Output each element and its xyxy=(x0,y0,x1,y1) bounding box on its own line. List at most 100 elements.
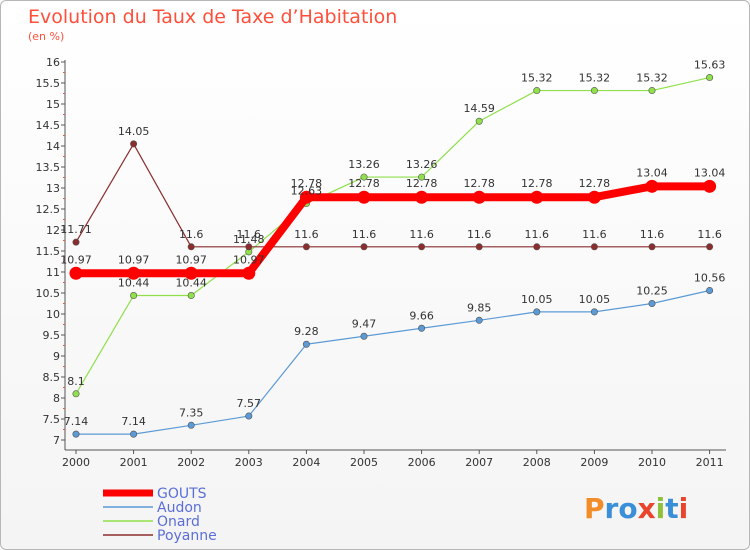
data-point-onard xyxy=(130,292,138,300)
y-tick-label: 15 xyxy=(46,98,60,111)
y-tick-label: 7.5 xyxy=(43,413,61,426)
data-point-onard xyxy=(648,87,656,95)
legend-label-poyanne: Poyanne xyxy=(157,528,217,544)
data-label-poyanne: 11.6 xyxy=(409,228,434,241)
data-label-onard: 13.26 xyxy=(348,158,380,171)
x-tick-label: 2004 xyxy=(292,456,320,469)
data-point-audon xyxy=(245,412,253,420)
x-tick-label: 2011 xyxy=(696,456,724,469)
data-point-poyanne xyxy=(533,243,541,251)
data-point-audon xyxy=(360,332,368,340)
data-point-audon xyxy=(187,421,195,429)
data-label-gouts: 10.97 xyxy=(118,253,150,266)
y-tick-label: 15.5 xyxy=(36,77,61,90)
data-point-gouts xyxy=(357,190,371,204)
data-point-gouts xyxy=(69,266,83,280)
y-tick-label: 16 xyxy=(46,56,60,69)
data-label-gouts: 12.78 xyxy=(521,177,553,190)
x-tick-label: 2010 xyxy=(638,456,666,469)
data-point-poyanne xyxy=(418,243,426,251)
data-label-poyanne: 11.6 xyxy=(640,228,665,241)
data-point-poyanne xyxy=(648,243,656,251)
data-label-poyanne: 11.6 xyxy=(467,228,492,241)
data-label-audon: 10.05 xyxy=(579,293,611,306)
legend-label-onard: Onard xyxy=(157,514,200,530)
data-label-poyanne: 11.6 xyxy=(294,228,319,241)
data-point-poyanne xyxy=(130,140,138,148)
data-label-onard: 8.1 xyxy=(67,375,85,388)
data-point-audon xyxy=(302,340,310,348)
legend-label-audon: Audon xyxy=(157,500,202,516)
data-point-audon xyxy=(418,324,426,332)
y-tick-label: 10.5 xyxy=(36,287,61,300)
x-tick-label: 2007 xyxy=(465,456,493,469)
data-label-audon: 9.66 xyxy=(409,309,434,322)
data-point-onard xyxy=(475,117,483,125)
series-line-onard xyxy=(75,76,710,395)
proxiti-logo: Proxiti xyxy=(584,492,688,525)
data-point-poyanne xyxy=(475,243,483,251)
x-tick-label: 2006 xyxy=(408,456,436,469)
y-tick-label: 13 xyxy=(46,182,60,195)
data-point-onard xyxy=(360,173,368,181)
data-point-gouts xyxy=(472,190,486,204)
data-label-audon: 9.85 xyxy=(467,301,492,314)
data-point-audon xyxy=(706,286,714,294)
x-tick-label: 2000 xyxy=(62,456,90,469)
data-label-gouts: 10.97 xyxy=(233,253,265,266)
data-label-audon: 10.25 xyxy=(636,285,668,298)
data-point-onard xyxy=(72,390,80,398)
data-label-audon: 10.56 xyxy=(694,271,726,284)
data-point-audon xyxy=(648,299,656,307)
data-label-poyanne: 11.6 xyxy=(582,228,607,241)
data-label-audon: 7.14 xyxy=(121,415,146,428)
data-point-gouts xyxy=(703,179,717,193)
data-label-onard: 13.26 xyxy=(406,158,438,171)
data-point-poyanne xyxy=(360,243,368,251)
y-tick-label: 14 xyxy=(46,140,60,153)
data-point-gouts xyxy=(184,266,198,280)
y-tick-label: 14.5 xyxy=(36,119,61,132)
data-label-onard: 12.63 xyxy=(291,185,323,198)
data-label-onard: 10.44 xyxy=(175,277,207,290)
data-point-onard xyxy=(418,173,426,181)
data-label-onard: 15.63 xyxy=(694,59,726,72)
data-label-audon: 9.47 xyxy=(352,317,377,330)
y-tick-label: 9 xyxy=(53,350,60,363)
data-point-audon xyxy=(590,308,598,316)
data-label-poyanne: 11.6 xyxy=(697,228,722,241)
data-label-onard: 15.32 xyxy=(636,72,668,85)
series-line-poyanne xyxy=(75,143,710,248)
data-label-onard: 15.32 xyxy=(579,72,611,85)
y-tick-label: 10 xyxy=(46,308,60,321)
data-label-gouts: 12.78 xyxy=(579,177,611,190)
data-label-gouts: 13.04 xyxy=(636,166,668,179)
data-point-onard xyxy=(706,74,714,82)
data-label-gouts: 12.78 xyxy=(463,177,495,190)
y-tick-label: 9.5 xyxy=(43,329,61,342)
data-point-audon xyxy=(475,316,483,324)
y-tick-label: 7 xyxy=(53,434,60,447)
data-point-poyanne xyxy=(72,238,80,246)
y-tick-label: 13.5 xyxy=(36,161,61,174)
y-tick-label: 8 xyxy=(53,392,60,405)
data-point-gouts xyxy=(645,179,659,193)
data-label-audon: 7.35 xyxy=(179,406,204,419)
y-tick-label: 8.5 xyxy=(43,371,61,384)
data-point-poyanne xyxy=(187,243,195,251)
series-line-gouts xyxy=(76,182,710,278)
x-tick-label: 2002 xyxy=(177,456,205,469)
x-tick-label: 2009 xyxy=(580,456,608,469)
x-tick-label: 2008 xyxy=(523,456,551,469)
data-point-gouts xyxy=(587,190,601,204)
data-label-gouts: 12.78 xyxy=(406,177,438,190)
data-point-onard xyxy=(187,292,195,300)
data-point-gouts xyxy=(242,266,256,280)
y-tick-label: 12.5 xyxy=(36,203,61,216)
data-label-audon: 7.57 xyxy=(237,397,262,410)
chart-title: Evolution du Taux de Taxe d’Habitation xyxy=(28,6,398,28)
data-point-poyanne xyxy=(706,243,714,251)
data-point-onard xyxy=(533,87,541,95)
